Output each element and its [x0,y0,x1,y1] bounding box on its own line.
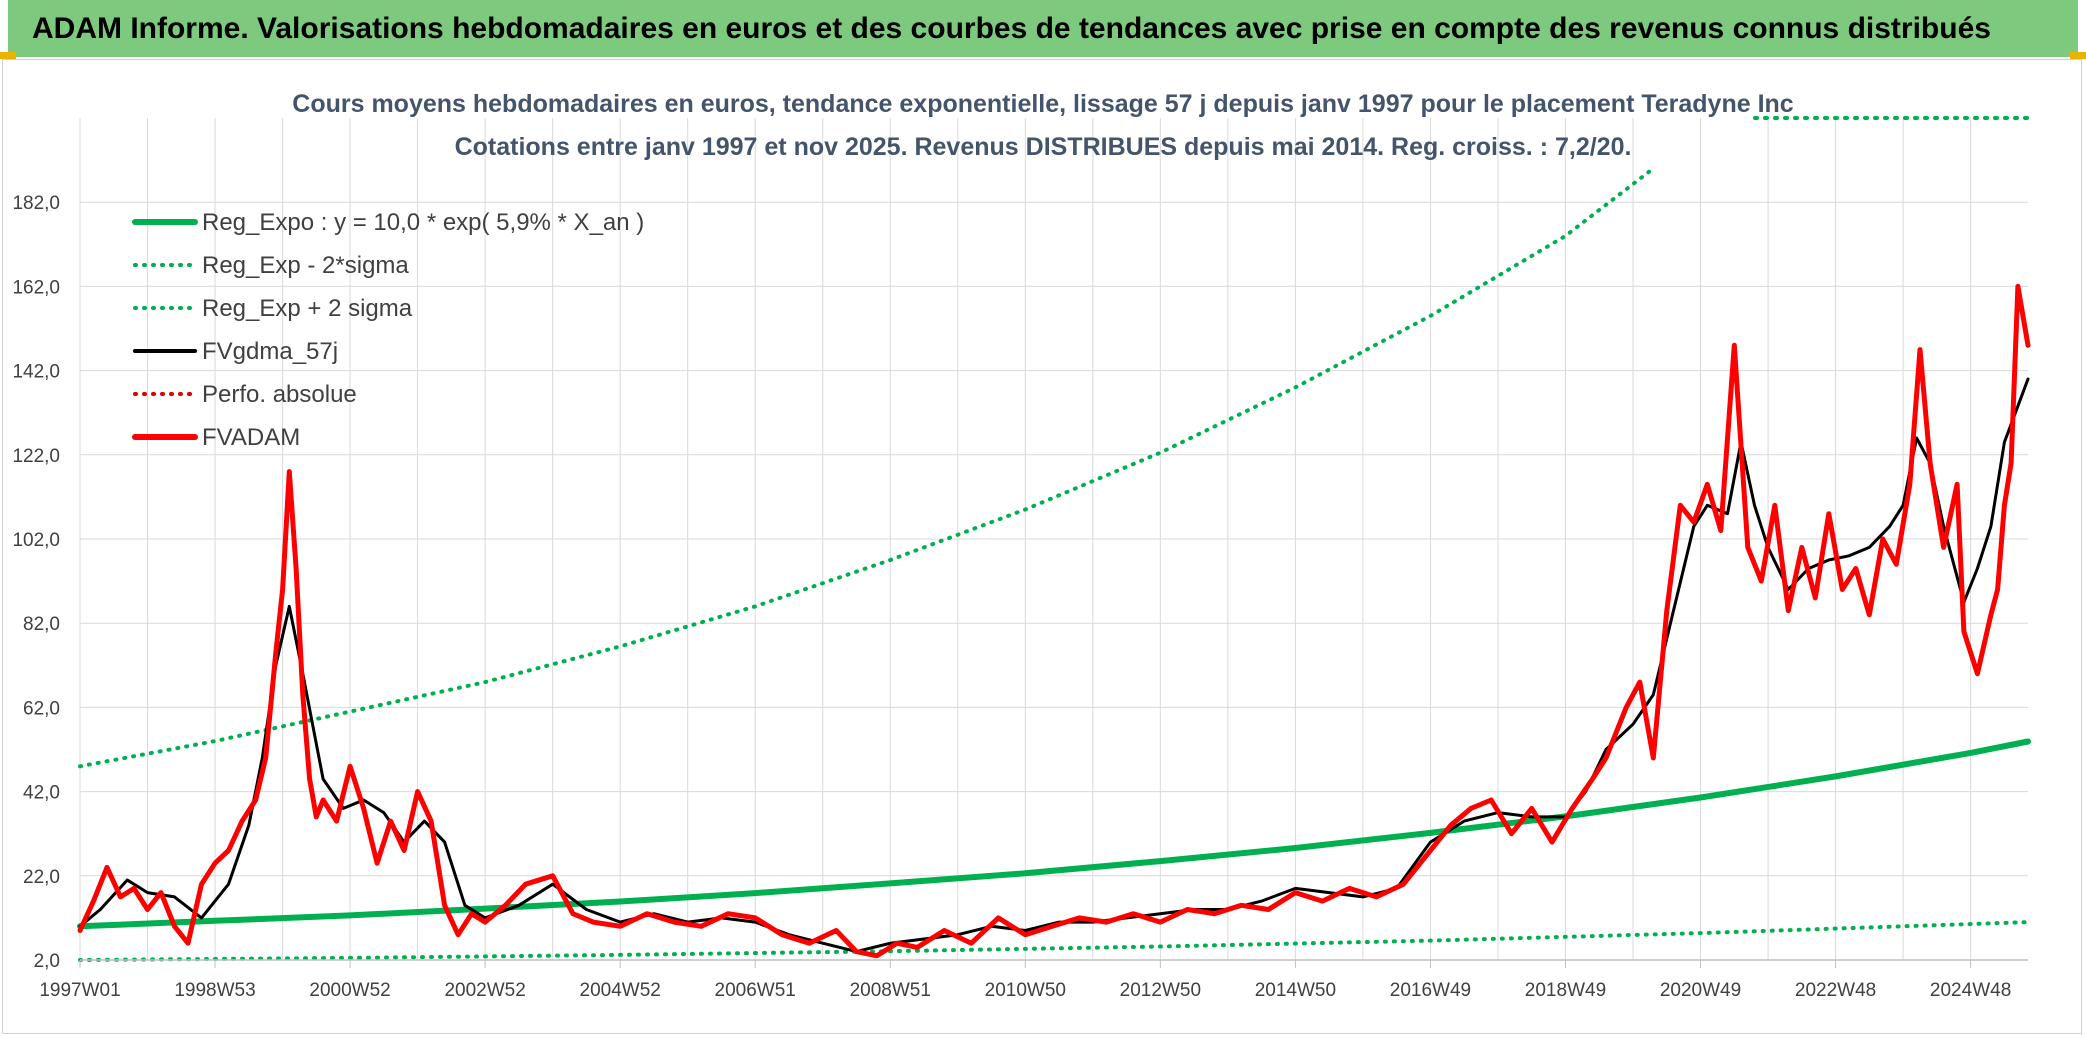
x-tick-label: 2004W52 [580,980,661,1001]
y-tick-label: 22,0 [23,867,60,888]
y-tick-label: 102,0 [12,530,60,551]
y-tick-label: 62,0 [23,698,60,719]
legend-label: Reg_Exp - 2*sigma [202,252,409,279]
y-tick-label: 122,0 [12,446,60,467]
chart-title-line1: Cours moyens hebdomadaires en euros, ten… [292,90,1794,118]
legend: Reg_Expo : y = 10,0 * exp( 5,9% * X_an )… [132,209,644,451]
legend-label: Reg_Expo : y = 10,0 * exp( 5,9% * X_an ) [202,209,644,236]
chart-frame [2,59,2082,1034]
x-tick-label: 1997W01 [39,980,120,1001]
y-tick-label: 142,0 [12,362,60,383]
corner-accent-left [0,52,16,59]
series-0 [77,738,2031,930]
legend-label: FVgdma_57j [202,338,338,365]
x-tick-label: 2020W49 [1660,980,1741,1001]
y-tick-label: 2,0 [34,951,60,972]
series-2 [78,166,1656,769]
axes: 182,0 162,0 142,0 122,0 102,0 82,0 62,0 42,0 22,… [12,193,2028,1001]
legend-label: FVADAM [202,424,300,451]
series-line [77,283,2031,959]
x-tick-label: 2002W52 [444,980,525,1001]
x-tick-label: 2022W48 [1795,980,1876,1001]
series-5 [77,283,2031,959]
x-tick-label: 2006W51 [715,980,796,1001]
x-tick-label: 2024W48 [1930,980,2011,1001]
x-tick-label: 2000W52 [309,980,390,1001]
legend-label: Perfo. absolue [202,381,357,408]
series-line [77,738,2031,930]
x-tick-label: 2016W49 [1390,980,1471,1001]
x-tick-label: 1998W53 [174,980,255,1001]
legend-label: Reg_Exp + 2 sigma [202,295,413,322]
x-tick-label: 2010W50 [985,980,1066,1001]
series-3 [78,377,2030,954]
x-tick-label: 2018W49 [1525,980,1606,1001]
chart-title-line2: Cotations entre janv 1997 et nov 2025. R… [455,133,1632,161]
x-tick-label: 2008W51 [850,980,931,1001]
y-tick-label: 42,0 [23,783,60,804]
y-tick-label: 162,0 [12,277,60,298]
x-tick-label: 2014W50 [1255,980,1336,1001]
x-tick-label: 2012W50 [1120,980,1201,1001]
series-line [78,920,2030,962]
series-layer [77,116,2031,962]
report-banner: ADAM Informe. Valorisations hebdomadaire… [8,0,2078,57]
y-tick-label: 82,0 [23,614,60,635]
y-tick-label: 182,0 [12,193,60,214]
series-line [78,377,2030,954]
corner-accent-right [2070,52,2086,59]
